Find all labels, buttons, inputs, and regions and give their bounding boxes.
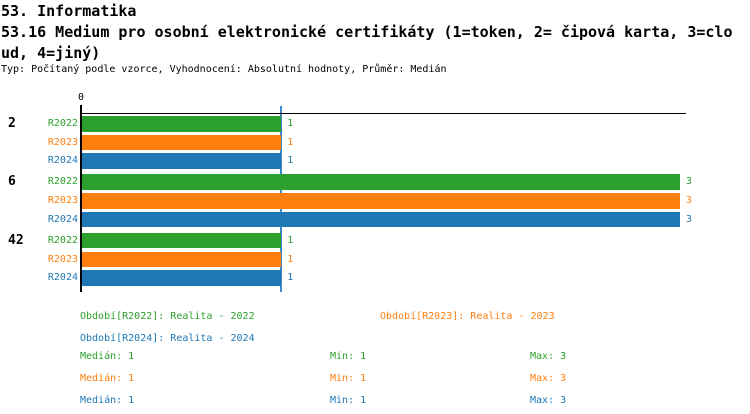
group-label: 2 [8, 116, 16, 131]
chart-meta: Typ: Počítaný podle vzorce, Vyhodnocení:… [1, 64, 447, 75]
stat-max-r2023: Max: 3 [530, 373, 567, 384]
bar-value-label: 1 [287, 118, 294, 129]
bar [82, 134, 282, 151]
stat-max-r2022: Max: 3 [530, 351, 567, 362]
bar [82, 251, 282, 267]
series-row-label: R2022 [47, 176, 78, 188]
axis-x-line [80, 112, 686, 114]
bar [82, 211, 680, 228]
stat-median-r2024: Medián: 1 [80, 395, 135, 406]
bar-value-label: 1 [287, 253, 294, 265]
stat-min-r2023: Min: 1 [330, 373, 367, 384]
bar [82, 153, 282, 169]
series-row-label: R2022 [47, 118, 78, 129]
bar [82, 116, 282, 132]
stat-min-r2022: Min: 1 [330, 351, 367, 362]
bar-value-label: 1 [287, 272, 294, 284]
series-row-label: R2023 [47, 195, 78, 207]
question-title-line1: 53.16 Medium pro osobní elektronické cer… [1, 23, 733, 41]
series-row-label: R2023 [47, 253, 78, 265]
axis-y-line [80, 105, 82, 292]
group-label: 42 [8, 232, 24, 248]
legend-item-r2023: Období[R2023]: Realita - 2023 [380, 311, 555, 322]
bar-value-label: 1 [287, 234, 294, 246]
stat-median-r2022: Medián: 1 [80, 351, 135, 362]
bar-value-label: 3 [685, 213, 692, 225]
bar [82, 174, 680, 190]
bar [82, 270, 282, 286]
series-row-label: R2022 [47, 234, 78, 246]
stat-median-r2023: Medián: 1 [80, 373, 135, 384]
axis-tick-label: 0 [77, 92, 85, 103]
bar [82, 232, 282, 249]
question-title-line2: ud, 4=jiný) [1, 44, 101, 62]
legend-item-r2022: Období[R2022]: Realita - 2022 [80, 311, 255, 322]
stat-min-r2024: Min: 1 [330, 395, 367, 406]
bar [82, 193, 680, 209]
series-row-label: R2024 [47, 213, 78, 225]
group-label: 6 [8, 174, 16, 190]
stat-max-r2024: Max: 3 [530, 395, 567, 406]
series-row-label: R2024 [47, 155, 78, 167]
bar-value-label: 1 [287, 136, 294, 148]
legend-item-r2024: Období[R2024]: Realita - 2024 [80, 333, 255, 344]
bar-value-label: 3 [685, 195, 692, 207]
section-title: 53. Informatika [1, 2, 137, 20]
bar-value-label: 3 [685, 176, 692, 188]
series-row-label: R2024 [47, 272, 78, 284]
series-row-label: R2023 [47, 136, 78, 148]
bar-value-label: 1 [287, 155, 294, 167]
